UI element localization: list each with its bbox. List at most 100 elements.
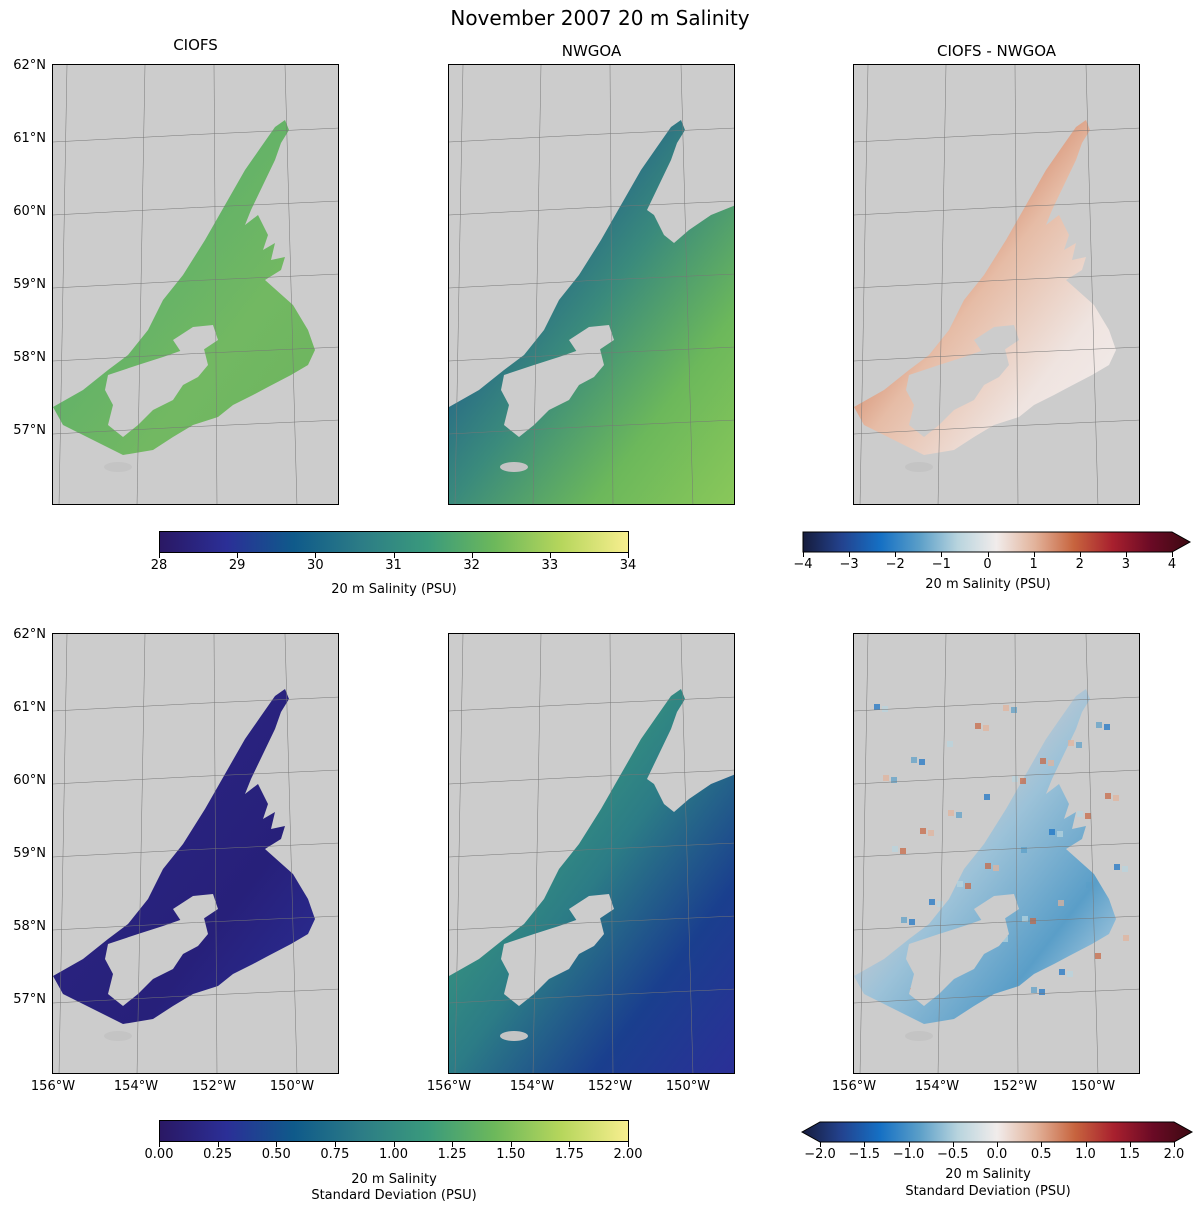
graticule-line — [854, 273, 1139, 289]
lat-label: 58°N — [13, 919, 46, 934]
field-patch — [1048, 760, 1054, 766]
field-patch — [1122, 866, 1128, 872]
field-patch — [948, 810, 954, 816]
field-patch — [965, 883, 971, 889]
graticule-line — [53, 769, 338, 785]
lat-label: 58°N — [13, 350, 46, 365]
graticule-line — [58, 634, 68, 1073]
field-patch — [1002, 936, 1008, 942]
map-panel-nwgoa-std — [448, 633, 735, 1074]
colorbar-tick-mark — [864, 1142, 866, 1147]
field-patch — [1068, 740, 1074, 746]
colorbar-tick-mark — [820, 1142, 821, 1147]
graticule-line — [454, 634, 464, 1073]
colorbar-tick-mark — [1033, 552, 1035, 557]
field-patch — [993, 865, 999, 871]
graticule-line — [53, 273, 338, 289]
colorbar-diff-std — [800, 1121, 1194, 1143]
field-patch — [1040, 758, 1046, 764]
lon-label: 156°W — [426, 1079, 472, 1094]
graticule-line — [53, 127, 338, 143]
field-patch — [1067, 971, 1073, 977]
colorbar-tick-label: 3 — [1121, 557, 1131, 572]
colorbar-tick-label: 1.50 — [496, 1147, 526, 1162]
colorbar-tick-label: 34 — [619, 558, 637, 573]
field-patch — [919, 759, 925, 765]
field-patch — [956, 812, 962, 818]
water-field — [449, 120, 734, 504]
kodiak-island — [906, 914, 1009, 1006]
colorbar-tick-label: 0.50 — [261, 1147, 291, 1162]
colorbar-tick-mark — [952, 1142, 954, 1147]
graticule-line — [449, 988, 734, 1004]
colorbar-tick-mark — [217, 1142, 219, 1147]
field-patch — [892, 846, 898, 852]
field-patch — [882, 706, 888, 712]
graticule-line — [284, 634, 298, 1073]
colorbar-tick-label: 1 — [1029, 557, 1038, 572]
graticule-line — [854, 915, 1139, 931]
lat-label: 59°N — [13, 846, 46, 861]
map-svg — [449, 65, 734, 504]
map-svg — [854, 634, 1139, 1073]
colorbar-tick-mark — [803, 552, 804, 557]
graticule-line — [854, 127, 1139, 143]
colorbar-tick-mark — [1129, 1142, 1131, 1147]
field-patch — [1085, 813, 1091, 819]
colorbar-tick-mark — [908, 1142, 910, 1147]
field-patch — [1077, 811, 1083, 817]
colorbar-tick-mark — [628, 1142, 629, 1147]
colorbar-tick-label: 0 — [983, 557, 992, 572]
colorbar-body — [800, 1121, 1194, 1143]
lon-label: 154°W — [914, 1079, 960, 1094]
colorbar-tick-label: −2.0 — [804, 1147, 836, 1162]
field-patch — [1114, 864, 1120, 870]
colorbar-tick-mark — [628, 553, 629, 558]
field-patch — [975, 723, 981, 729]
graticule-line — [284, 65, 298, 504]
colorbar-tick-mark — [159, 1142, 160, 1147]
lat-label: 60°N — [13, 773, 46, 788]
colorbar-tick-label: 2.0 — [1163, 1147, 1185, 1162]
afognak-island — [173, 894, 218, 924]
field-patch — [929, 899, 935, 905]
graticule-line — [859, 65, 869, 504]
field-patch — [1095, 953, 1101, 959]
graticule-line — [449, 200, 734, 216]
colorbar-tick-mark — [1085, 1142, 1087, 1147]
colorbar-tick-label: 0.00 — [144, 1147, 174, 1162]
field-patch — [1039, 989, 1045, 995]
lon-label: 152°W — [191, 1079, 237, 1094]
colorbar-tick-mark — [1172, 552, 1173, 557]
graticule-line — [449, 769, 734, 785]
graticule-line — [937, 65, 947, 504]
map-panel-difference-std — [853, 633, 1140, 1074]
field-patch — [901, 917, 907, 923]
lat-label: 59°N — [13, 277, 46, 292]
colorbar-tick-label: 1.75 — [554, 1147, 584, 1162]
chirikof-island — [104, 1031, 132, 1041]
graticule-line — [449, 273, 734, 289]
graticule-line — [854, 842, 1139, 858]
field-patch — [928, 830, 934, 836]
colorbar-tick-mark — [997, 1142, 998, 1147]
water-field — [854, 689, 1116, 1024]
graticule-line — [213, 65, 218, 504]
graticule-line — [58, 65, 68, 504]
graticule-line — [854, 419, 1139, 435]
graticule-line — [680, 634, 694, 1073]
graticule-line — [859, 634, 869, 1073]
kodiak-island — [501, 914, 604, 1006]
graticule-line — [854, 200, 1139, 216]
field-patch — [1003, 705, 1009, 711]
colorbar-tick-label: 1.5 — [1119, 1147, 1141, 1162]
field-patch — [984, 794, 990, 800]
colorbar-body — [802, 531, 1192, 553]
field-patch — [1021, 847, 1027, 853]
field-patch — [911, 757, 917, 763]
graticule-line — [53, 696, 338, 712]
field-patch — [1086, 882, 1092, 888]
graticule-line — [449, 127, 734, 143]
map-svg — [854, 65, 1139, 504]
chirikof-island — [104, 462, 132, 472]
